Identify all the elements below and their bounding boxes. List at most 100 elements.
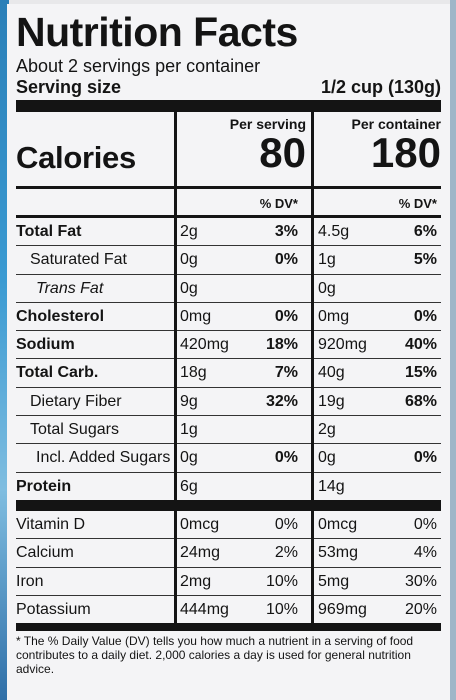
- container-dv: 0%: [413, 307, 437, 325]
- column-divider-2: [311, 112, 314, 624]
- serving-amount: 0mcg: [180, 515, 220, 533]
- package-edge-right: [450, 0, 456, 700]
- per-container-label: Per container: [351, 116, 441, 132]
- serving-amount: 420mg: [180, 336, 229, 354]
- nutrient-row: Protein 6g 14g: [16, 473, 441, 500]
- container-dv: 40%: [404, 336, 437, 354]
- serving-dv: 2%: [274, 544, 298, 562]
- nutrient-row: Total Sugars 1g 2g: [16, 416, 441, 445]
- container-dv: 68%: [404, 392, 437, 410]
- serving-dv: 3%: [274, 223, 298, 240]
- serving-size-label: Serving size: [16, 77, 122, 97]
- nutrient-name: Vitamin D: [16, 515, 86, 533]
- per-serving-label: Per serving: [229, 116, 306, 132]
- serving-dv: 0%: [274, 449, 298, 467]
- container-dv: 4%: [413, 544, 437, 562]
- servings-per-container: About 2 servings per container: [16, 56, 261, 76]
- container-amount: 0g: [318, 449, 336, 467]
- dv-header-serving: % DV*: [259, 196, 298, 211]
- nutrient-name: Calcium: [16, 544, 74, 562]
- divider-vitamins: [16, 499, 441, 511]
- container-dv: 0%: [413, 515, 437, 533]
- label-title: Nutrition Facts: [16, 9, 298, 55]
- serving-amount: 0mg: [180, 307, 212, 325]
- nutrient-row: Dietary Fiber 9g 32% 19g 68%: [16, 388, 441, 417]
- nutrient-name: Iron: [16, 572, 44, 590]
- package-edge-left: [0, 0, 9, 700]
- dv-header-container: % DV*: [398, 196, 437, 211]
- serving-dv: 0%: [274, 307, 298, 325]
- nutrient-row: Incl. Added Sugars 0g 0% 0g 0%: [16, 444, 441, 473]
- nutrient-name: Incl. Added Sugars: [36, 449, 171, 467]
- serving-dv: 0%: [274, 515, 298, 533]
- container-amount: 920mg: [318, 336, 367, 354]
- nutrient-name: Sodium: [16, 336, 75, 354]
- serving-amount: 2mg: [180, 572, 212, 590]
- container-dv: 15%: [404, 364, 437, 382]
- container-dv: 6%: [413, 223, 437, 240]
- vitamin-row: Iron 2mg 10% 5mg 30%: [16, 568, 441, 596]
- vitamin-row: Vitamin D 0mcg 0% 0mcg 0%: [16, 511, 441, 540]
- container-dv: 0%: [413, 449, 437, 467]
- vitamin-row: Calcium 24mg 2% 53mg 4%: [16, 539, 441, 568]
- nutrient-row: Total Fat 2g 3% 4.5g 6%: [16, 218, 441, 247]
- container-amount: 0mcg: [318, 515, 358, 533]
- container-dv: 20%: [404, 600, 437, 618]
- footnote: * The % Daily Value (DV) tells you how m…: [16, 634, 414, 677]
- container-amount: 0g: [318, 279, 336, 297]
- nutrient-table: Calories Per serving 80 Per container 18…: [16, 112, 441, 624]
- serving-dv: 0%: [274, 251, 298, 269]
- serving-dv: 10%: [265, 600, 298, 618]
- divider-thick: [16, 100, 441, 112]
- vitamin-row: Potassium 444mg 10% 969mg 20%: [16, 596, 441, 623]
- serving-size-value: 1/2 cup (130g): [320, 77, 441, 97]
- serving-dv: 32%: [265, 392, 298, 410]
- nutrient-rows: Total Fat 2g 3% 4.5g 6% Saturated Fat 0g 0% 1g 5%…: [16, 218, 441, 500]
- container-amount: 53mg: [318, 544, 359, 562]
- serving-size-row: Serving size 1/2 cup (130g): [16, 76, 441, 98]
- per-serving-column: Per serving 80: [176, 112, 306, 186]
- calories-per-container: 180: [370, 129, 441, 176]
- nutrient-name: Dietary Fiber: [30, 392, 122, 410]
- container-amount: 14g: [318, 477, 345, 495]
- serving-dv: 7%: [274, 364, 298, 382]
- serving-amount: 444mg: [180, 600, 229, 618]
- nutrient-row: Total Carb. 18g 7% 40g 15%: [16, 359, 441, 388]
- nutrient-row: Cholesterol 0mg 0% 0mg 0%: [16, 303, 441, 332]
- nutrient-name: Potassium: [16, 600, 91, 618]
- calories-per-serving: 80: [259, 129, 306, 176]
- nutrient-name: Total Carb.: [16, 364, 99, 382]
- nutrient-row: Saturated Fat 0g 0% 1g 5%: [16, 246, 441, 275]
- nutrition-label: Nutrition Facts About 2 servings per con…: [7, 4, 450, 700]
- per-container-column: Per container 180: [314, 112, 441, 186]
- container-amount: 2g: [318, 421, 336, 439]
- nutrient-name: Total Sugars: [30, 421, 119, 439]
- nutrient-row: Trans Fat 0g 0g: [16, 275, 441, 303]
- container-amount: 969mg: [318, 600, 367, 618]
- calories-block: Calories Per serving 80 Per container 18…: [16, 112, 441, 189]
- serving-amount: 9g: [180, 392, 198, 410]
- dv-header-row: % DV* % DV*: [16, 189, 441, 218]
- vitamin-rows: Vitamin D 0mcg 0% 0mcg 0% Calcium 24mg 2% 53mg 4%…: [16, 511, 441, 623]
- container-amount: 1g: [318, 251, 336, 269]
- serving-amount: 1g: [180, 421, 198, 439]
- nutrient-name: Protein: [16, 477, 72, 495]
- serving-dv: 18%: [265, 336, 298, 354]
- serving-amount: 18g: [180, 364, 207, 382]
- container-dv: 5%: [413, 251, 437, 269]
- container-amount: 0mg: [318, 307, 350, 325]
- nutrient-name: Cholesterol: [16, 307, 105, 325]
- serving-amount: 6g: [180, 477, 198, 495]
- serving-amount: 0g: [180, 279, 198, 297]
- nutrient-name: Total Fat: [16, 223, 82, 240]
- column-divider-1: [174, 112, 177, 624]
- nutrient-name: Saturated Fat: [30, 251, 127, 269]
- nutrient-row: Sodium 420mg 18% 920mg 40%: [16, 331, 441, 360]
- container-dv: 30%: [404, 572, 437, 590]
- nutrient-name: Trans Fat: [36, 279, 104, 297]
- container-amount: 19g: [318, 392, 345, 410]
- serving-dv: 10%: [265, 572, 298, 590]
- serving-amount: 2g: [180, 223, 198, 240]
- calories-label: Calories: [16, 140, 136, 175]
- container-amount: 5mg: [318, 572, 350, 590]
